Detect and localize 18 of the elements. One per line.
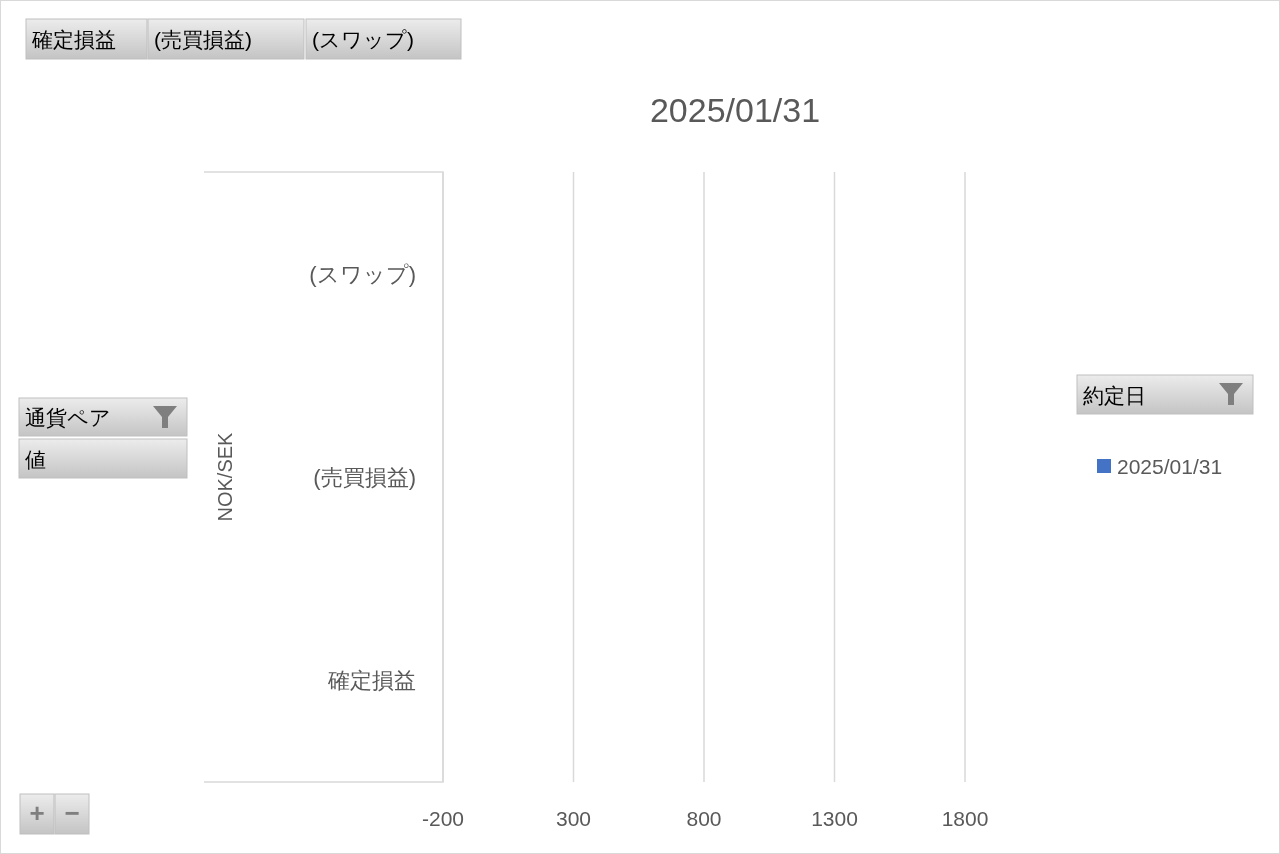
- text: 値: [25, 447, 46, 471]
- text: 確定損益: [31, 28, 116, 51]
- x-tick-label: 1800: [941, 807, 989, 830]
- text: +: [29, 798, 45, 828]
- x-tick-label: 300: [555, 807, 592, 830]
- y-tick-label: (スワップ): [309, 261, 416, 287]
- chart-title: 2025/01/31: [649, 91, 821, 129]
- y-tick-label: (売買損益): [313, 465, 416, 490]
- legend-title: 約定日: [1083, 383, 1146, 407]
- x-tick-label: 800: [686, 807, 722, 830]
- x-tick-label: -200: [421, 807, 465, 830]
- text: 通貨ペア: [25, 406, 111, 429]
- legend-label: 2025/01/31: [1117, 455, 1223, 478]
- y-tick-label: 確定損益: [327, 668, 416, 694]
- text: (売買損益): [154, 28, 252, 51]
- x-tick-label: 1300: [811, 807, 858, 830]
- text: −: [64, 798, 80, 828]
- y-axis-title: NOK/SEK: [214, 431, 236, 522]
